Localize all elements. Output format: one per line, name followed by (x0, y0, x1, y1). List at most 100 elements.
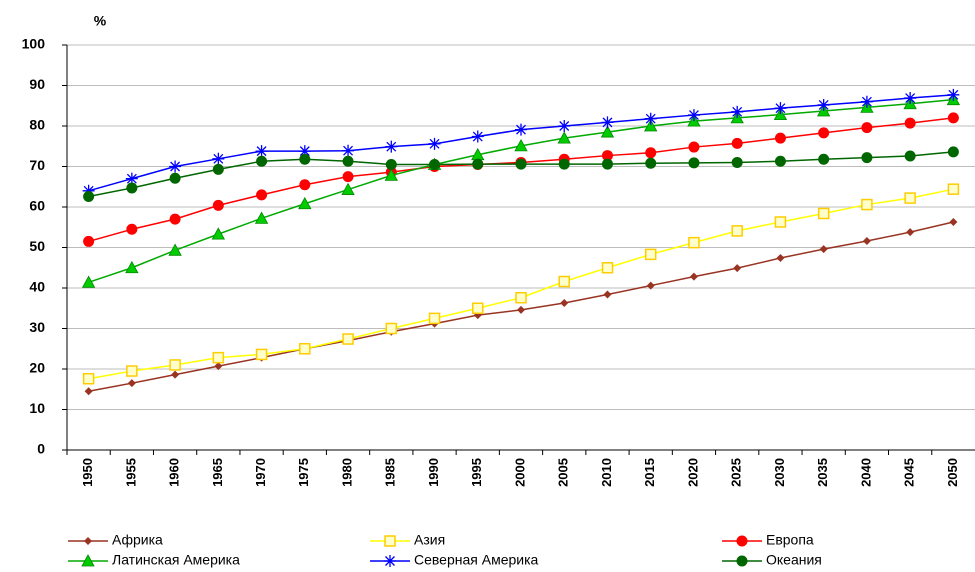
marker (429, 158, 441, 170)
marker (731, 225, 743, 237)
marker (776, 254, 785, 263)
marker (342, 171, 354, 183)
marker (385, 322, 398, 335)
y-tick-label: 100 (22, 36, 46, 52)
marker (214, 362, 223, 371)
marker (947, 112, 959, 124)
marker (601, 262, 614, 274)
y-tick-label: 30 (29, 319, 45, 335)
marker (84, 537, 92, 545)
marker (126, 223, 138, 235)
marker (342, 155, 354, 167)
x-tick-label: 2025 (729, 458, 744, 487)
marker (298, 196, 312, 210)
marker (514, 139, 528, 152)
marker (472, 158, 484, 170)
series (83, 146, 959, 202)
x-tick-label: 2040 (858, 458, 873, 487)
marker (688, 236, 700, 249)
legend-label: Латинская Америка (112, 552, 240, 568)
marker (949, 217, 958, 226)
marker (254, 211, 269, 224)
legend-label: Африка (112, 532, 163, 548)
x-tick-label: 1985 (383, 458, 398, 487)
marker (904, 150, 916, 162)
marker (212, 351, 225, 364)
marker (83, 235, 95, 247)
marker (861, 152, 873, 164)
x-tick-label: 2005 (556, 458, 571, 487)
marker (84, 387, 93, 396)
x-tick-label: 1955 (123, 458, 138, 487)
marker (817, 207, 830, 220)
marker (645, 157, 657, 169)
x-tick-label: 2000 (512, 458, 527, 487)
marker (731, 156, 743, 168)
marker (82, 184, 95, 197)
marker (428, 137, 441, 150)
marker (947, 146, 959, 158)
marker (736, 555, 748, 567)
marker (904, 192, 916, 204)
marker (645, 147, 657, 159)
marker (603, 290, 612, 299)
y-axis-label: % (94, 13, 107, 29)
marker (299, 343, 311, 355)
marker (515, 158, 527, 170)
marker (731, 137, 743, 149)
marker (384, 555, 396, 567)
marker (168, 243, 182, 256)
marker (601, 158, 613, 170)
marker (385, 158, 397, 170)
x-tick-label: 2050 (945, 458, 960, 487)
marker (861, 198, 873, 211)
marker (298, 145, 311, 158)
marker (600, 125, 615, 138)
marker (255, 348, 268, 361)
marker (862, 237, 871, 246)
y-tick-label: 90 (29, 76, 45, 92)
y-tick-label: 70 (29, 157, 45, 173)
y-tick-label: 0 (37, 441, 45, 457)
marker (125, 172, 138, 185)
marker (819, 245, 828, 254)
marker (81, 275, 96, 288)
x-tick-label: 2045 (902, 458, 917, 487)
x-tick-label: 2010 (599, 458, 614, 487)
marker (517, 305, 525, 314)
marker (817, 98, 830, 111)
marker (515, 123, 527, 136)
marker (818, 153, 830, 165)
marker (774, 155, 786, 167)
marker (860, 95, 873, 108)
marker (736, 535, 748, 547)
y-tick-label: 40 (29, 279, 45, 295)
marker (169, 213, 181, 225)
marker (515, 291, 527, 304)
series (81, 92, 961, 288)
marker (644, 112, 657, 125)
marker (126, 365, 138, 377)
marker (687, 109, 700, 122)
series (82, 88, 960, 197)
legend-label: Азия (414, 532, 445, 548)
marker (904, 117, 916, 129)
marker (601, 116, 614, 129)
x-tick-label: 2035 (815, 458, 830, 487)
marker (428, 312, 441, 325)
marker (81, 554, 95, 567)
marker (256, 155, 268, 167)
marker (646, 281, 655, 290)
y-tick-label: 60 (29, 198, 45, 214)
marker (342, 144, 355, 157)
x-tick-label: 2020 (685, 458, 700, 487)
marker (774, 102, 787, 115)
marker (472, 302, 484, 314)
marker (947, 183, 960, 195)
marker (384, 535, 396, 547)
marker (212, 163, 224, 175)
marker (471, 130, 484, 143)
y-tick-label: 10 (29, 400, 45, 416)
marker (904, 92, 917, 105)
